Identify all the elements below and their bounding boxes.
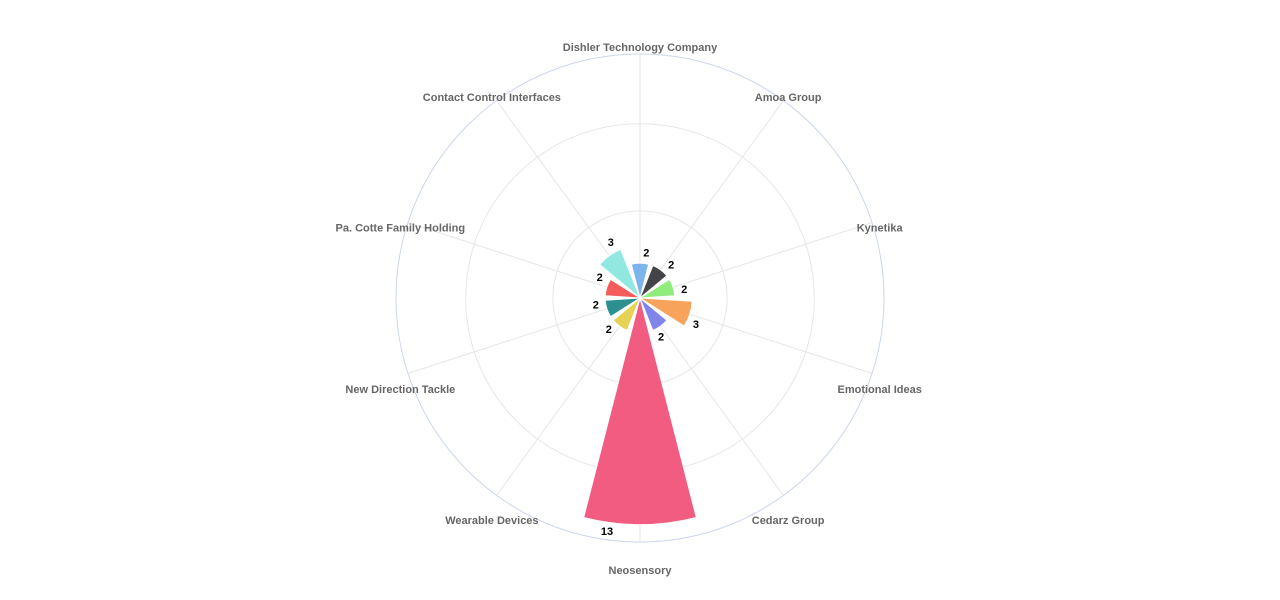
category-label: Wearable Devices bbox=[445, 515, 538, 527]
data-label: 3 bbox=[608, 237, 614, 249]
spoke bbox=[639, 100, 784, 299]
spoke bbox=[496, 297, 641, 496]
data-label: 2 bbox=[658, 332, 664, 344]
category-label: Emotional Ideas bbox=[837, 384, 921, 396]
sector bbox=[639, 297, 693, 327]
data-label: 2 bbox=[606, 324, 612, 336]
spoke bbox=[407, 297, 641, 374]
sector bbox=[639, 278, 676, 299]
category-label: Kynetika bbox=[857, 223, 904, 235]
sector bbox=[604, 278, 641, 299]
category-label: Pa. Cotte Family Holding bbox=[336, 223, 466, 235]
category-label: Contact Control Interfaces bbox=[423, 92, 561, 104]
category-label: New Direction Tackle bbox=[345, 384, 455, 396]
sector bbox=[604, 297, 641, 318]
spoke bbox=[407, 222, 641, 299]
sector bbox=[639, 264, 668, 299]
data-label: 13 bbox=[601, 526, 613, 538]
data-label: 2 bbox=[643, 247, 649, 259]
data-label: 2 bbox=[593, 300, 599, 312]
sector bbox=[612, 297, 641, 332]
sector bbox=[599, 248, 641, 299]
category-label: Neosensory bbox=[609, 565, 673, 577]
category-label: Cedarz Group bbox=[752, 515, 825, 527]
sector bbox=[583, 297, 697, 526]
data-label: 2 bbox=[597, 272, 603, 284]
data-label: 2 bbox=[681, 284, 687, 296]
sector bbox=[630, 262, 650, 299]
category-label: Amoa Group bbox=[755, 92, 822, 104]
category-label: Dishler Technology Company bbox=[563, 42, 718, 54]
data-label: 2 bbox=[668, 260, 674, 272]
data-label: 3 bbox=[693, 319, 699, 331]
spoke bbox=[639, 297, 784, 496]
spoke bbox=[639, 222, 873, 299]
sector bbox=[639, 297, 668, 332]
